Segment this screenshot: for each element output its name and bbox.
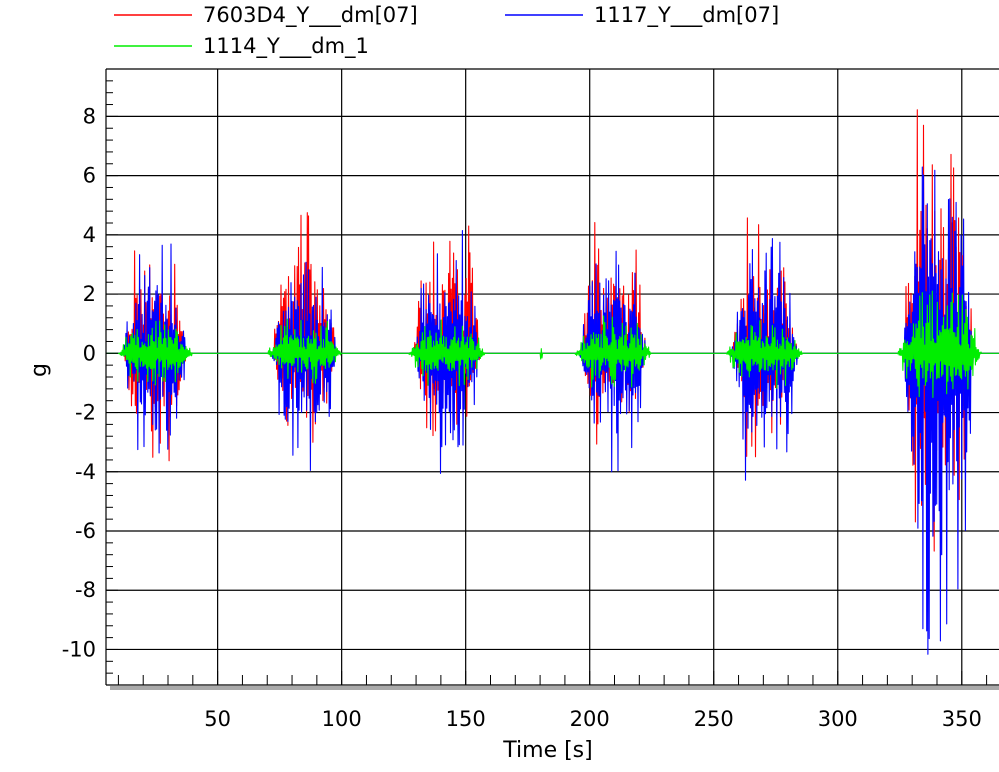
axes bbox=[105, 68, 999, 690]
y-axis-label: g bbox=[27, 363, 52, 377]
plot-area bbox=[106, 109, 999, 655]
series-0 bbox=[106, 109, 999, 554]
x-tick-label: 200 bbox=[570, 707, 610, 731]
x-axis-label: Time [s] bbox=[502, 738, 592, 763]
y-tick-label: -8 bbox=[75, 578, 96, 602]
legend-label: 1117_Y___dm[07] bbox=[594, 3, 779, 28]
x-tick-label: 50 bbox=[204, 707, 231, 731]
x-tick-label: 350 bbox=[942, 707, 982, 731]
x-tick-label: 150 bbox=[446, 707, 486, 731]
legend-label: 7603D4_Y___dm[07] bbox=[203, 3, 418, 28]
series-1 bbox=[106, 166, 999, 655]
x-axis-shadow bbox=[110, 686, 999, 690]
grid bbox=[106, 69, 999, 685]
y-tick-label: -6 bbox=[75, 519, 96, 543]
y-tick-label: 4 bbox=[83, 223, 96, 247]
series-line bbox=[106, 109, 999, 554]
y-tick-label: -4 bbox=[75, 460, 96, 484]
x-tick-label: 100 bbox=[322, 707, 362, 731]
y-tick-label: -10 bbox=[62, 637, 96, 661]
y-tick-label: 2 bbox=[83, 282, 96, 306]
series-line bbox=[106, 166, 999, 655]
y-tick-label: -2 bbox=[75, 401, 96, 425]
legend-label: 1114_Y___dm_1 bbox=[203, 34, 369, 59]
y-tick-label: 8 bbox=[83, 104, 96, 128]
x-tick-label: 300 bbox=[818, 707, 858, 731]
legend-item: 7603D4_Y___dm[07] bbox=[114, 3, 418, 28]
y-tick-label: 0 bbox=[83, 341, 96, 365]
series-line bbox=[106, 290, 999, 399]
series-2 bbox=[106, 290, 999, 399]
legend-item: 1117_Y___dm[07] bbox=[505, 3, 779, 28]
x-tick-label: 250 bbox=[694, 707, 734, 731]
legend-item: 1114_Y___dm_1 bbox=[114, 34, 369, 59]
legend: 7603D4_Y___dm[07] 1117_Y___dm[07] 1114_Y__… bbox=[114, 3, 779, 59]
tick-labels: 8 6 4 2 0 -2 -4 -6 -8 -10 50 100 150 200 250 300 350 bbox=[62, 104, 982, 731]
y-tick-label: 6 bbox=[83, 164, 96, 188]
